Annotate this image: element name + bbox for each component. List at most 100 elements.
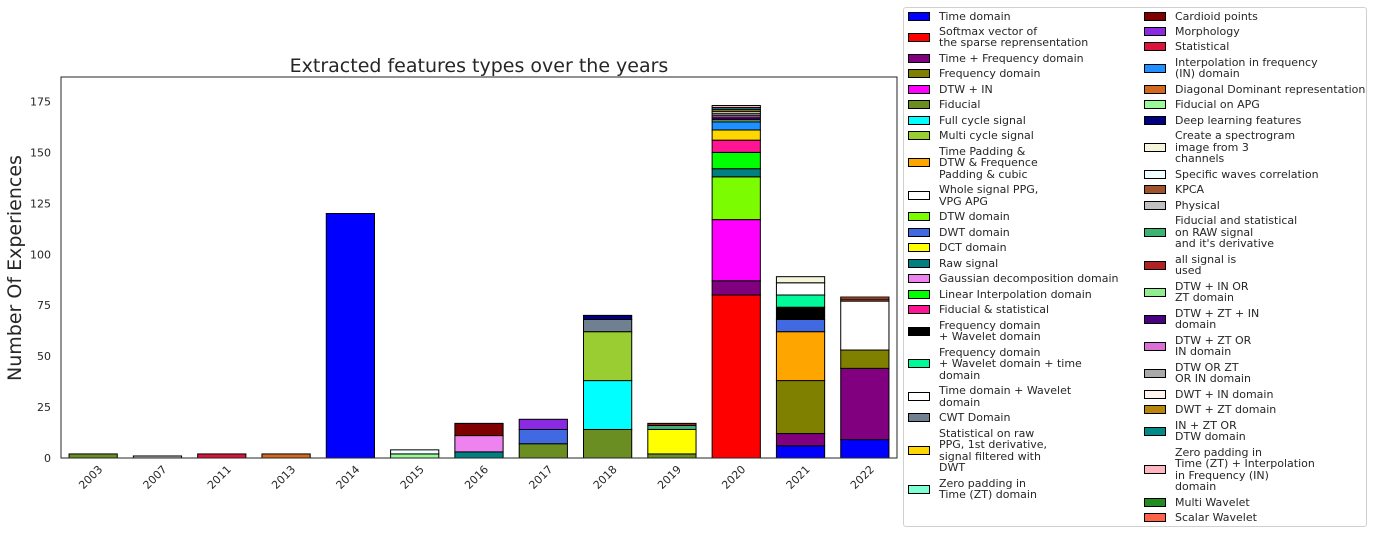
legend-swatch [1144, 314, 1166, 324]
legend-swatch [1144, 287, 1166, 297]
legend-swatch [908, 359, 930, 369]
legend-swatch [908, 53, 930, 63]
legend-item: Linear Interpolation domain [908, 288, 1140, 301]
bar-segment [711, 176, 761, 221]
bar-segment [711, 280, 761, 296]
legend-label: Time + Frequency domain [939, 51, 1084, 65]
legend-item: Zero padding in Time (ZT) domain [908, 477, 1140, 501]
legend: Time domain Softmax vector of the sparse … [903, 7, 1367, 527]
bar-segment [840, 349, 890, 369]
legend-item: Deep learning features [1144, 114, 1366, 127]
legend-swatch [1144, 200, 1166, 210]
legend-swatch [1144, 12, 1166, 22]
legend-item: Create a spectrogram image from 3 channe… [1144, 130, 1366, 165]
bar-segment [261, 453, 311, 459]
y-axis-ticks: 0 25 50 75 100 125 150 175 [30, 95, 51, 465]
legend-item: DTW domain [908, 211, 1140, 223]
legend-item: Softmax vector of the sparse reprensenta… [908, 25, 1140, 49]
legend-label: Scalar Wavelet [1175, 511, 1257, 524]
legend-item: Fiducial & statistical [908, 304, 1140, 316]
y-tick-label: 75 [37, 299, 51, 312]
legend-label: Morphology [1175, 24, 1240, 38]
x-tick-label: 2017 [526, 463, 555, 492]
legend-swatch [1144, 84, 1166, 94]
bar-segment [583, 331, 633, 382]
legend-label: KPCA [1175, 183, 1205, 196]
bar-segment [454, 422, 504, 437]
legend-label: DTW + ZT OR IN domain [1175, 333, 1252, 358]
legend-label: Fiducial [939, 98, 981, 111]
legend-swatch [1144, 426, 1166, 436]
x-tick-label: 2019 [655, 463, 684, 492]
x-tick-label: 2003 [76, 463, 105, 492]
bar-segment [711, 139, 761, 153]
legend-swatch [908, 84, 930, 94]
bar-segment [840, 300, 890, 351]
bar-segment [775, 306, 826, 320]
legend-swatch [908, 32, 930, 42]
stacked-bar-chart: Extracted features types over the years … [4, 55, 898, 492]
bar-segment [775, 380, 826, 435]
legend-swatch [1144, 389, 1166, 399]
y-tick-label: 175 [30, 95, 51, 108]
legend-item: DWT + IN domain [1144, 388, 1366, 401]
legend-item: DTW + ZT + IN domain [1144, 306, 1366, 331]
legend-label: Statistical on raw PPG, 1st derivative, … [939, 426, 1048, 474]
legend-item: Frequency domain [908, 68, 1140, 80]
legend-swatch [1144, 260, 1166, 270]
legend-item: DWT + ZT domain [1144, 404, 1366, 416]
legend-column-2: Cardioid points Morphology Statistical Inte… [1144, 11, 1366, 528]
legend-item: KPCA [1144, 184, 1366, 196]
legend-label: Time domain [939, 10, 1011, 23]
legend-swatch [908, 274, 930, 284]
legend-swatch [1144, 142, 1166, 152]
y-tick-label: 150 [30, 146, 51, 159]
legend-label: Full cycle signal [939, 113, 1026, 127]
legend-swatch [908, 191, 930, 200]
legend-swatch [1144, 115, 1166, 125]
legend-label: Multi Wavelet [1175, 495, 1250, 509]
legend-swatch [908, 12, 930, 22]
bar-segment [711, 105, 761, 109]
bar-segment [518, 418, 568, 430]
legend-item: Time + Frequency domain [908, 51, 1140, 65]
plot-frame [60, 76, 898, 459]
x-tick-label: 2007 [141, 463, 170, 492]
legend-swatch [1144, 26, 1166, 36]
bar-segment [197, 453, 247, 459]
legend-swatch [1144, 100, 1166, 110]
bars-layer [68, 105, 890, 459]
legend-item: IN + ZT OR DTW domain [1144, 419, 1366, 443]
legend-item: Diagonal Dominant representation [1144, 83, 1366, 96]
y-axis-label: Number Of Experiences [4, 155, 26, 381]
legend-item: Interpolation in frequency (IN) domain [1144, 56, 1366, 80]
chart-title: Extracted features types over the years [290, 55, 669, 77]
bar-segment [647, 453, 697, 459]
legend-label: Gaussian decomposition domain [939, 272, 1119, 285]
bar-segment [711, 129, 761, 141]
legend-swatch [1144, 405, 1166, 415]
legend-item: Specific waves correlation [1144, 167, 1366, 181]
legend-swatch [1144, 513, 1166, 523]
legend-label: Specific waves correlation [1175, 167, 1319, 181]
x-tick-label: 2016 [462, 463, 491, 492]
legend-swatch [1144, 227, 1166, 237]
legend-item: Multi Wavelet [1144, 495, 1366, 509]
legend-label: Physical [1175, 198, 1220, 212]
legend-swatch [1144, 169, 1166, 179]
legend-item: DCT domain [908, 242, 1140, 254]
legend-label: DTW + ZT + IN domain [1175, 306, 1260, 331]
bar-segment [390, 453, 440, 459]
bar-segment [775, 433, 826, 447]
y-tick-label: 25 [37, 401, 51, 414]
legend-swatch [908, 484, 930, 494]
legend-label: Fiducial on APG [1175, 98, 1260, 111]
legend-label: Time domain + Wavelet domain [939, 384, 1072, 409]
x-tick-label: 2013 [269, 463, 298, 492]
x-tick-label: 2020 [719, 463, 748, 492]
legend-swatch [1144, 185, 1166, 195]
x-tick-label: 2018 [591, 463, 620, 492]
legend-label: Frequency domain + Wavelet domain + time… [939, 345, 1082, 382]
legend-swatch [908, 212, 930, 222]
legend-item: Zero padding in Time (ZT) + Interpolatio… [1144, 446, 1366, 493]
